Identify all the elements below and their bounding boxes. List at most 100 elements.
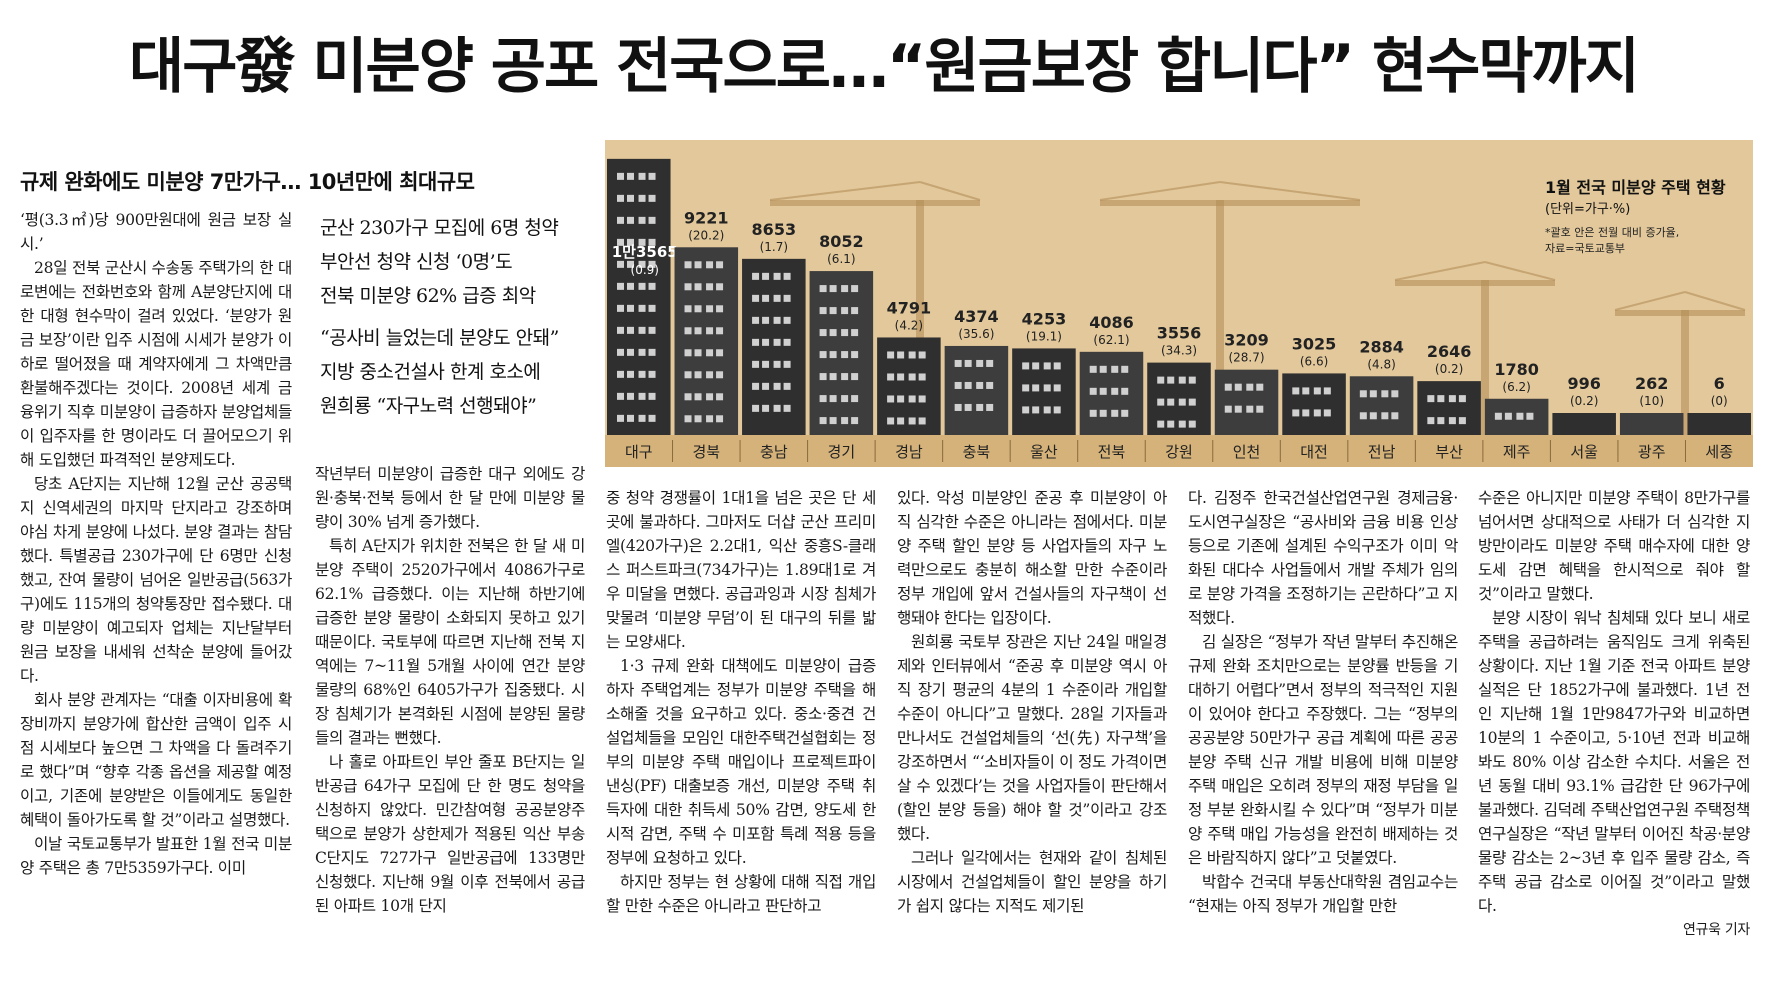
building-window: [829, 395, 837, 403]
building-window: [829, 329, 837, 337]
building-window: [684, 261, 692, 269]
category-label: 대구: [625, 443, 653, 461]
crane-cable: [919, 181, 981, 201]
box-line: 군산 230가구 모집에 6명 청약: [320, 217, 559, 239]
building-window: [918, 417, 926, 425]
crane-mast: [1681, 310, 1689, 435]
building-window: [752, 382, 760, 390]
bar-change-label: (34.3): [1161, 344, 1197, 358]
building-window: [1157, 376, 1165, 384]
bar-change-label: (28.7): [1228, 351, 1264, 365]
building-window: [752, 272, 760, 280]
building-window: [908, 417, 916, 425]
building-window: [1427, 395, 1435, 403]
building-window: [841, 351, 849, 359]
category-label: 경북: [692, 443, 720, 461]
building-window: [684, 305, 692, 313]
building-window: [684, 327, 692, 335]
building-window: [617, 304, 624, 312]
building-window: [1369, 390, 1377, 398]
building-window: [762, 360, 770, 368]
building-window: [627, 216, 634, 224]
article-column-6: 수준은 아니지만 미분양 주택이 8만가구를 넘어서면 상대적으로 사태가 더 …: [1478, 486, 1750, 978]
bar-change-label: (4.2): [895, 318, 923, 332]
paragraph: 특히 A단지가 위치한 전북은 한 달 새 미분양 주택이 2520가구에서 4…: [315, 537, 585, 747]
building-window: [897, 395, 905, 403]
category-axis: [605, 435, 1753, 467]
building-window: [716, 415, 724, 423]
bar-value-label: 996: [1567, 374, 1600, 393]
building-window: [706, 261, 714, 269]
building-window: [716, 305, 724, 313]
building-window: [976, 381, 984, 389]
paragraph: 중 청약 경쟁률이 1대1을 넘은 곳은 단 세 곳에 불과하다. 그마저도 더…: [606, 489, 876, 651]
bar-value-label: 9221: [684, 208, 729, 227]
building-window: [1188, 398, 1196, 406]
bar-value-label: 1780: [1494, 360, 1539, 379]
building-window: [694, 327, 702, 335]
building-window: [1121, 409, 1129, 417]
building-window: [762, 294, 770, 302]
building-window: [617, 392, 624, 400]
category-label: 경남: [895, 443, 923, 461]
building-window: [887, 351, 895, 359]
sidebar-box: 군산 230가구 모집에 6명 청약 부안선 청약 신청 ‘0명’도 전북 미분…: [320, 211, 620, 423]
building-window: [1391, 412, 1399, 420]
building-window: [648, 172, 656, 180]
box-line: 원희룡 “자구노력 선행돼야”: [320, 395, 537, 417]
paragraph: 28일 전북 군산시 수송동 주택가의 한 대로변에는 전화번호와 함께 A분양…: [20, 259, 292, 469]
bar-change-label: (20.2): [688, 228, 724, 242]
bar-change-label: (0.2): [1435, 362, 1463, 376]
building-window: [773, 272, 781, 280]
bar-value-label: 262: [1635, 374, 1668, 393]
bar-울산: [1012, 348, 1076, 435]
building-window: [706, 349, 714, 357]
building-window: [1121, 387, 1129, 395]
building-window: [617, 172, 624, 180]
bar-대전: [1282, 373, 1346, 435]
crane-cable: [1614, 291, 1686, 311]
category-label: 강원: [1165, 443, 1193, 461]
building-window: [1043, 384, 1051, 392]
building-window: [1302, 409, 1310, 417]
box-line: 부안선 청약 신청 ‘0명’도: [320, 251, 513, 273]
building-window: [1022, 362, 1030, 370]
building-window: [1099, 409, 1107, 417]
building-window: [627, 238, 634, 246]
chart-footnote: *괄호 안은 전월 대비 증가율,: [1545, 226, 1679, 239]
building-window: [648, 370, 656, 378]
building-window: [783, 316, 791, 324]
building-window: [887, 417, 895, 425]
building-window: [1032, 362, 1040, 370]
crane-mast: [916, 200, 924, 435]
bar-change-label: (35.6): [958, 327, 994, 341]
building-window: [684, 393, 692, 401]
bar-value-label: 6: [1714, 374, 1725, 393]
building-window: [617, 216, 624, 224]
subheadline: 규제 완화에도 미분양 7만가구… 10년만에 최대규모: [20, 170, 475, 194]
category-label: 충남: [760, 443, 788, 461]
article-column-5: 다. 김정주 한국건설산업연구원 경제금융·도시연구실장은 “공사비와 금융 비…: [1188, 486, 1458, 978]
building-window: [648, 304, 656, 312]
building-window: [1188, 376, 1196, 384]
bar-change-label: (0): [1711, 394, 1728, 408]
building-window: [706, 283, 714, 291]
bar-value-label: 3209: [1224, 331, 1269, 350]
box-line: 전북 미분양 62% 급증 최악: [320, 285, 536, 307]
building-window: [887, 373, 895, 381]
building-window: [976, 359, 984, 367]
building-window: [954, 359, 962, 367]
building-window: [1427, 417, 1435, 425]
building-window: [716, 261, 724, 269]
building-window: [1256, 405, 1264, 413]
category-label: 전남: [1368, 443, 1396, 461]
building-window: [1504, 412, 1512, 420]
building-window: [752, 360, 760, 368]
building-window: [638, 392, 646, 400]
bar-value-label: 4374: [954, 307, 999, 326]
building-window: [684, 283, 692, 291]
paragraph: 분양 시장이 워낙 침체돼 있다 보니 새로 주택을 공급하려는 움직임도 크게…: [1478, 609, 1750, 915]
building-window: [1313, 387, 1321, 395]
building-window: [694, 371, 702, 379]
building-window: [851, 285, 859, 293]
